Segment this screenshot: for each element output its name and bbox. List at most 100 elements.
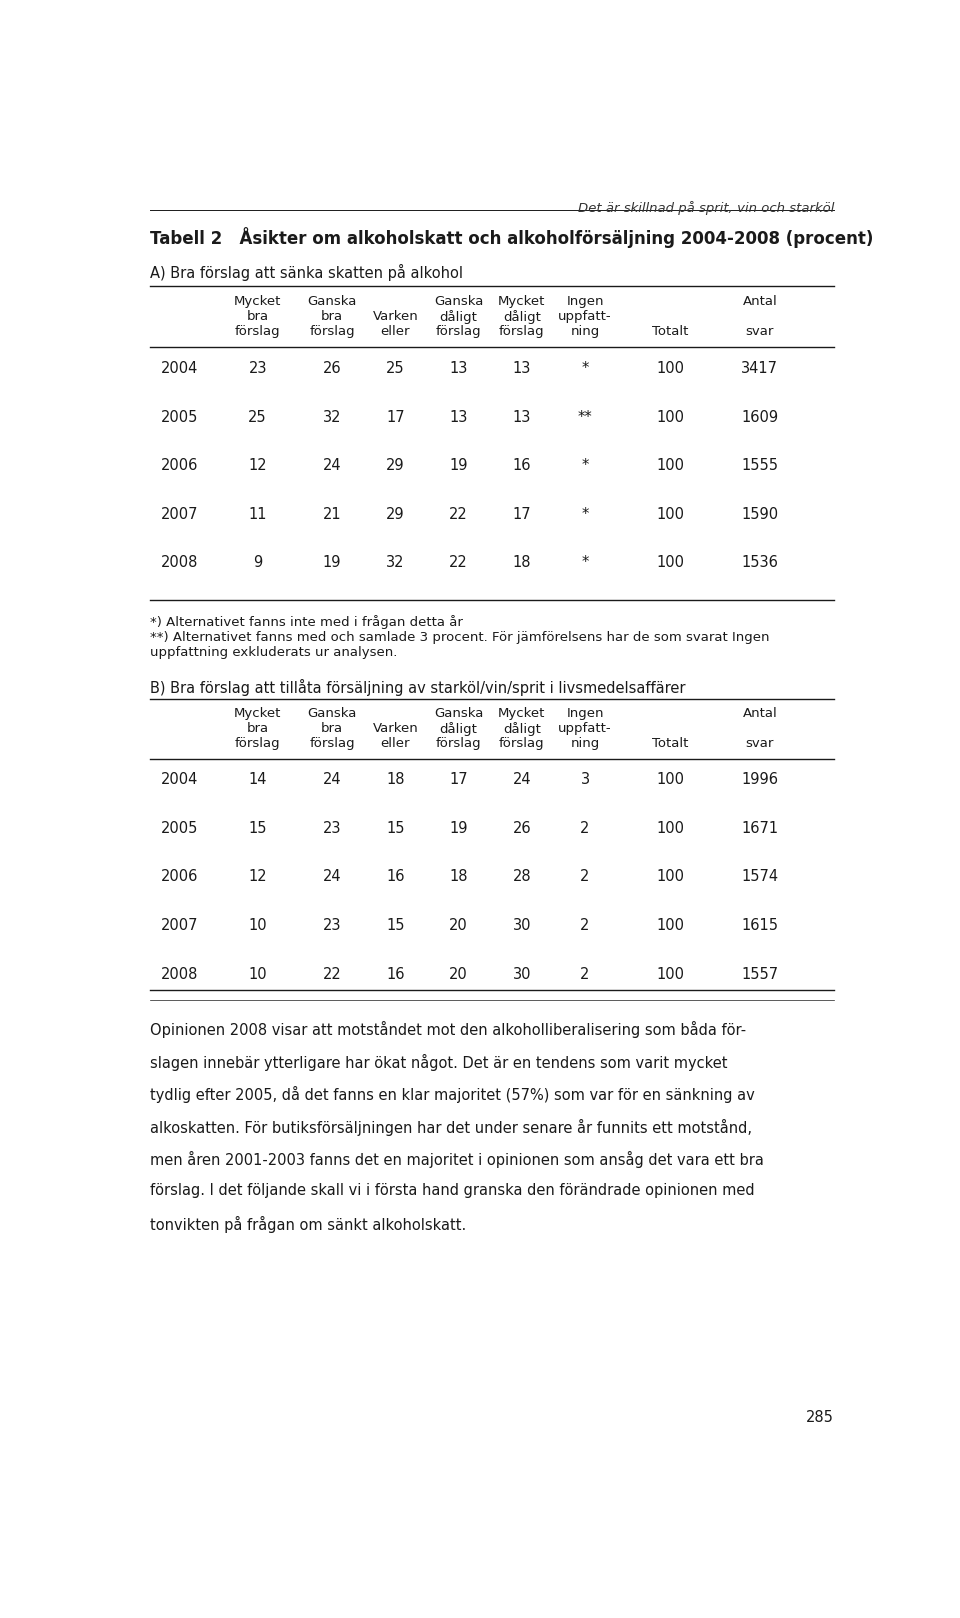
Text: Totalt: Totalt: [653, 325, 688, 338]
Text: 1615: 1615: [741, 917, 779, 934]
Text: bra: bra: [321, 311, 343, 324]
Text: 1590: 1590: [741, 506, 779, 523]
Text: 1555: 1555: [741, 458, 779, 474]
Text: 10: 10: [249, 917, 267, 934]
Text: *: *: [582, 458, 588, 474]
Text: dåligt: dåligt: [503, 722, 540, 736]
Text: 22: 22: [449, 506, 468, 523]
Text: 1536: 1536: [741, 555, 779, 571]
Text: 16: 16: [513, 458, 531, 474]
Text: Mycket: Mycket: [234, 294, 281, 307]
Text: Ingen: Ingen: [566, 707, 604, 720]
Text: 17: 17: [513, 506, 531, 523]
Text: 16: 16: [386, 869, 404, 885]
Text: 2006: 2006: [161, 458, 199, 474]
Text: 24: 24: [323, 772, 342, 788]
Text: B) Bra förslag att tillåta försäljning av starköl/vin/sprit i livsmedelsaffärer: B) Bra förslag att tillåta försäljning a…: [150, 680, 685, 696]
Text: 15: 15: [386, 917, 404, 934]
Text: tonvikten på frågan om sänkt alkoholskatt.: tonvikten på frågan om sänkt alkoholskat…: [150, 1215, 466, 1233]
Text: men åren 2001-2003 fanns det en majoritet i opinionen som ansåg det vara ett bra: men åren 2001-2003 fanns det en majorite…: [150, 1150, 763, 1168]
Text: Antal: Antal: [742, 294, 778, 307]
Text: 2008: 2008: [161, 555, 199, 571]
Text: uppfattning exkluderats ur analysen.: uppfattning exkluderats ur analysen.: [150, 647, 397, 660]
Text: 21: 21: [323, 506, 342, 523]
Text: Mycket: Mycket: [498, 294, 545, 307]
Text: 100: 100: [657, 772, 684, 788]
Text: förslag: förslag: [309, 325, 355, 338]
Text: 20: 20: [449, 966, 468, 982]
Text: 19: 19: [323, 555, 342, 571]
Text: 1996: 1996: [741, 772, 779, 788]
Text: 100: 100: [657, 555, 684, 571]
Text: 1557: 1557: [741, 966, 779, 982]
Text: **) Alternativet fanns med och samlade 3 procent. För jämförelsens har de som sv: **) Alternativet fanns med och samlade 3…: [150, 631, 769, 644]
Text: Ganska: Ganska: [434, 707, 483, 720]
Text: 100: 100: [657, 458, 684, 474]
Text: förslag: förslag: [235, 325, 280, 338]
Text: 100: 100: [657, 820, 684, 837]
Text: förslag: förslag: [309, 738, 355, 751]
Text: svar: svar: [746, 325, 774, 338]
Text: 20: 20: [449, 917, 468, 934]
Text: 2006: 2006: [161, 869, 199, 885]
Text: 2007: 2007: [161, 506, 199, 523]
Text: Totalt: Totalt: [653, 738, 688, 751]
Text: 28: 28: [513, 869, 531, 885]
Text: 18: 18: [386, 772, 404, 788]
Text: 22: 22: [449, 555, 468, 571]
Text: 100: 100: [657, 361, 684, 375]
Text: Ganska: Ganska: [307, 707, 357, 720]
Text: 100: 100: [657, 869, 684, 885]
Text: dåligt: dåligt: [503, 311, 540, 324]
Text: 24: 24: [323, 458, 342, 474]
Text: *: *: [582, 506, 588, 523]
Text: 100: 100: [657, 506, 684, 523]
Text: ning: ning: [570, 738, 600, 751]
Text: 32: 32: [386, 555, 404, 571]
Text: förslag: förslag: [499, 325, 544, 338]
Text: 1671: 1671: [741, 820, 779, 837]
Text: förslag: förslag: [436, 325, 481, 338]
Text: 285: 285: [806, 1409, 834, 1425]
Text: 2005: 2005: [161, 820, 199, 837]
Text: förslag: förslag: [499, 738, 544, 751]
Text: 29: 29: [386, 506, 404, 523]
Text: Det är skillnad på sprit, vin och starköl: Det är skillnad på sprit, vin och starkö…: [578, 201, 834, 215]
Text: *: *: [582, 555, 588, 571]
Text: 13: 13: [513, 409, 531, 424]
Text: 19: 19: [449, 458, 468, 474]
Text: uppfatt-: uppfatt-: [558, 311, 612, 324]
Text: 100: 100: [657, 917, 684, 934]
Text: 13: 13: [513, 361, 531, 375]
Text: Opinionen 2008 visar att motståndet mot den alkoholliberalisering som båda för-: Opinionen 2008 visar att motståndet mot …: [150, 1021, 746, 1039]
Text: 16: 16: [386, 966, 404, 982]
Text: bra: bra: [247, 311, 269, 324]
Text: 1574: 1574: [741, 869, 779, 885]
Text: 15: 15: [386, 820, 404, 837]
Text: 12: 12: [249, 869, 267, 885]
Text: tydlig efter 2005, då det fanns en klar majoritet (57%) som var för en sänkning : tydlig efter 2005, då det fanns en klar …: [150, 1086, 755, 1103]
Text: 2004: 2004: [161, 772, 199, 788]
Text: eller: eller: [380, 325, 410, 338]
Text: Mycket: Mycket: [234, 707, 281, 720]
Text: *: *: [582, 361, 588, 375]
Text: 24: 24: [323, 869, 342, 885]
Text: 2: 2: [580, 869, 589, 885]
Text: 23: 23: [323, 820, 342, 837]
Text: Ganska: Ganska: [434, 294, 483, 307]
Text: 14: 14: [249, 772, 267, 788]
Text: ning: ning: [570, 325, 600, 338]
Text: förslag: förslag: [436, 738, 481, 751]
Text: 25: 25: [249, 409, 267, 424]
Text: 2005: 2005: [161, 409, 199, 424]
Text: Varken: Varken: [372, 311, 419, 324]
Text: dåligt: dåligt: [440, 311, 477, 324]
Text: 3: 3: [581, 772, 589, 788]
Text: 17: 17: [449, 772, 468, 788]
Text: förslag. I det följande skall vi i första hand granska den förändrade opinionen : förslag. I det följande skall vi i först…: [150, 1183, 755, 1199]
Text: förslag: förslag: [235, 738, 280, 751]
Text: dåligt: dåligt: [440, 722, 477, 736]
Text: 18: 18: [449, 869, 468, 885]
Text: Ingen: Ingen: [566, 294, 604, 307]
Text: 100: 100: [657, 966, 684, 982]
